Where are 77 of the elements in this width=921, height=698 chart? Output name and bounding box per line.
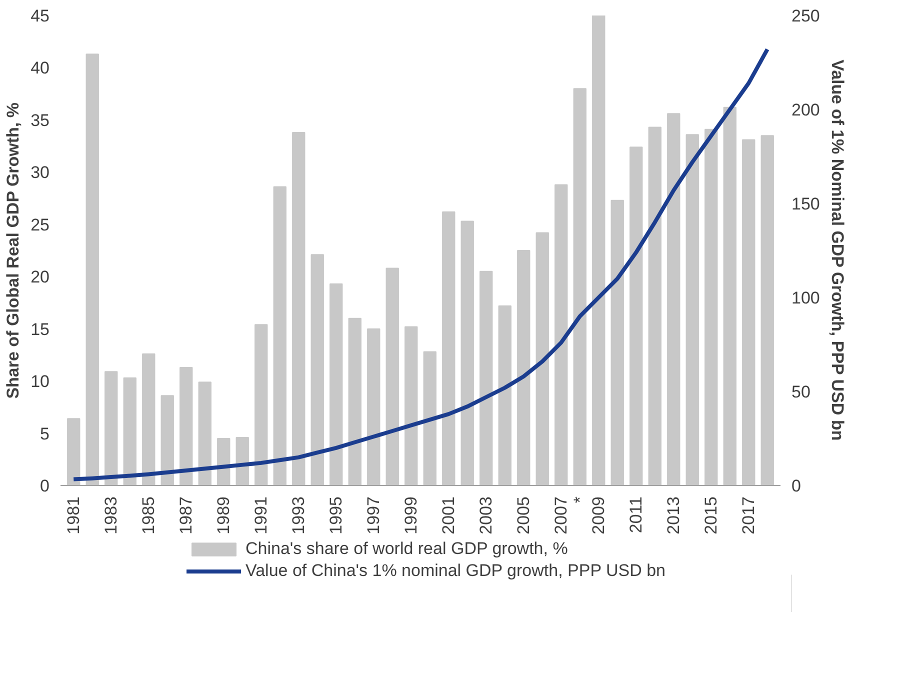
y-tick-label: 30 [30, 163, 50, 182]
bar [348, 318, 362, 486]
x-tick-label: 1991 [252, 496, 271, 534]
bar [610, 200, 624, 486]
x-tick-label: 2003 [476, 496, 496, 534]
bar [723, 106, 736, 486]
x-tick-label: 2005 [514, 496, 534, 534]
x-tick-label: 1995 [326, 496, 346, 534]
y-tick-label: 35 [30, 110, 50, 130]
y-tick-label: 25 [30, 215, 50, 234]
x-tick-label: 1999 [402, 496, 421, 534]
x-tick-label: 1989 [214, 496, 234, 534]
x-tick-label: 2001 [439, 496, 458, 534]
x-tick-label: 2009 [589, 496, 608, 534]
y2-axis-title: Value of 1% Nominal GDP Growth, PPP USD bn [828, 60, 847, 441]
x-tick-label: 2017 [739, 496, 758, 534]
x-tick-label: 2015 [702, 496, 721, 534]
y-tick-label: 10 [30, 372, 50, 392]
y2-tick-label: 50 [792, 382, 810, 402]
legend-label: Value of China's 1% nominal GDP growth, PPP USD bn [246, 561, 666, 581]
x-tick-label: 2013 [664, 496, 684, 534]
x-tick-label: 1997 [364, 496, 384, 534]
x-tick-label: 2011 [626, 496, 646, 534]
x-tick-label: 1985 [139, 496, 158, 534]
bar [648, 126, 662, 486]
bar [404, 326, 418, 486]
bar [630, 146, 643, 486]
bar [310, 254, 324, 486]
bar [592, 16, 606, 486]
x-tick-label: 2007 [552, 496, 571, 534]
bar [442, 211, 456, 486]
y2-tick-label: 0 [792, 476, 801, 496]
y-tick-label: 40 [30, 58, 50, 78]
y2-tick-label: 200 [792, 100, 820, 120]
bar [123, 377, 136, 486]
bar [330, 283, 343, 486]
bar [86, 54, 99, 486]
y2-tick-label: 150 [792, 194, 820, 214]
bar [160, 395, 174, 486]
bar [423, 351, 436, 486]
y-tick-label: 0 [40, 476, 50, 496]
y2-tick-label: 100 [792, 288, 820, 308]
line-series [72, 47, 770, 482]
y-tick-label: 20 [30, 268, 50, 287]
bar [67, 418, 80, 486]
bar [517, 250, 530, 486]
bar [760, 135, 774, 486]
bar [386, 268, 399, 486]
bar [198, 382, 212, 486]
bar [498, 305, 512, 486]
bar [254, 324, 268, 486]
y2-tick-label: 250 [792, 6, 820, 26]
bar [480, 270, 493, 486]
bar [273, 186, 286, 486]
y-axis-title: Share of Global Real GDP Growth, % [4, 102, 23, 399]
bar [292, 132, 306, 486]
bar [573, 88, 586, 486]
bar [704, 128, 718, 486]
bar [142, 353, 156, 486]
x-tick-label: * [570, 496, 590, 504]
x-tick-label: 1981 [64, 496, 84, 534]
y-tick-label: 45 [30, 6, 50, 26]
bar [536, 232, 549, 486]
bar [367, 328, 380, 486]
x-tick-label: 1987 [176, 496, 196, 534]
bar [460, 220, 474, 486]
x-tick-label: 1993 [289, 496, 308, 534]
bar [104, 371, 118, 486]
bar [554, 184, 568, 486]
bar [667, 113, 680, 486]
y-tick-label: 15 [30, 320, 50, 339]
bar [686, 134, 699, 486]
bar [742, 139, 756, 486]
x-tick-label: 1983 [102, 496, 121, 534]
y-tick-label: 5 [40, 424, 50, 444]
legend-label: China's share of world real GDP growth, % [246, 539, 568, 559]
bar [180, 366, 193, 486]
